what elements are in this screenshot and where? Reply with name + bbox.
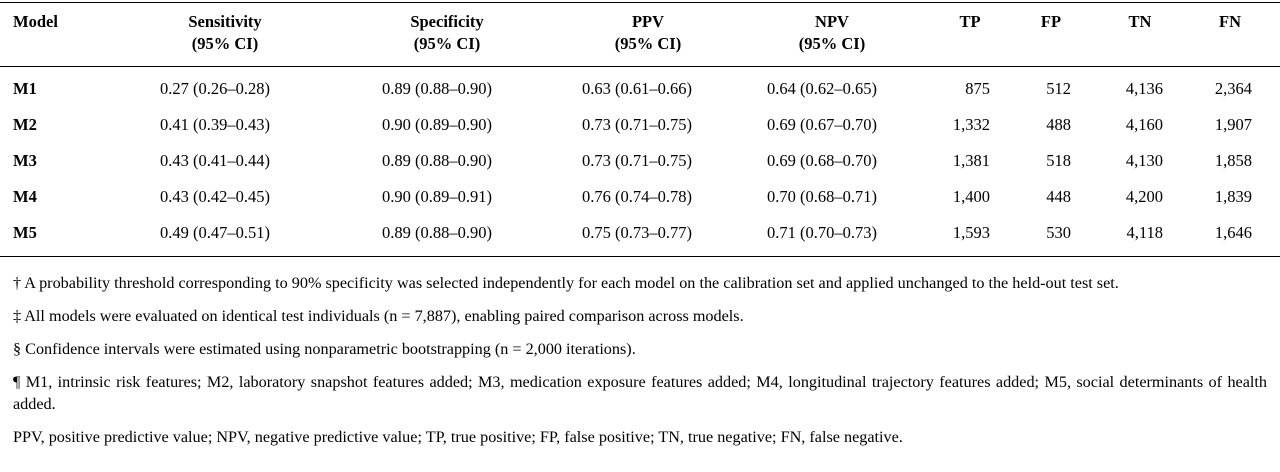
cell-tp: 875 (965, 79, 990, 98)
cell-ppv: 0.73 (0.71–0.75) (582, 115, 692, 134)
header-sensitivity: Sensitivity (95% CI) (175, 11, 275, 55)
cell-specificity: 0.89 (0.88–0.90) (382, 151, 492, 170)
header-tn-label: TN (1128, 12, 1152, 31)
header-fp: FP (1031, 11, 1071, 33)
header-sensitivity-label: Sensitivity (188, 12, 262, 31)
cell-tn: 4,118 (1126, 223, 1163, 242)
cell-fn: 1,907 (1214, 115, 1252, 134)
header-fn-label: FN (1219, 12, 1241, 31)
cell-fn: 1,858 (1214, 151, 1252, 170)
cell-npv: 0.64 (0.62–0.65) (767, 79, 877, 98)
cell-model: M5 (13, 223, 37, 242)
cell-ppv: 0.63 (0.61–0.66) (582, 79, 692, 98)
cell-npv: 0.71 (0.70–0.73) (767, 223, 877, 242)
cell-model: M3 (13, 151, 37, 170)
cell-sensitivity: 0.43 (0.42–0.45) (160, 187, 270, 206)
cell-tp: 1,593 (952, 223, 990, 242)
cell-fn: 1,646 (1214, 223, 1252, 242)
header-tn: TN (1120, 11, 1160, 33)
cell-model: M2 (13, 115, 37, 134)
cell-specificity: 0.90 (0.89–0.91) (382, 187, 492, 206)
cell-ppv: 0.75 (0.73–0.77) (582, 223, 692, 242)
cell-tn: 4,160 (1125, 115, 1163, 134)
header-npv-ci: (95% CI) (798, 34, 866, 53)
header-specificity-label: Specificity (410, 12, 484, 31)
header-specificity: Specificity (95% CI) (397, 11, 497, 55)
cell-sensitivity: 0.27 (0.26–0.28) (160, 79, 270, 98)
cell-sensitivity: 0.49 (0.47–0.51) (160, 223, 270, 242)
cell-ppv: 0.76 (0.74–0.78) (582, 187, 692, 206)
header-fn: FN (1210, 11, 1250, 33)
footnote-model-definitions: ¶ M1, intrinsic risk features; M2, labor… (13, 373, 1267, 413)
table-bottom-rule (0, 256, 1280, 257)
header-npv-label: NPV (815, 12, 849, 31)
cell-npv: 0.69 (0.68–0.70) (767, 151, 877, 170)
cell-tn: 4,136 (1125, 79, 1163, 98)
table-footnotes: † A probability threshold corresponding … (13, 272, 1267, 459)
table-top-rule (0, 2, 1280, 3)
cell-npv: 0.70 (0.68–0.71) (767, 187, 877, 206)
header-npv: NPV (95% CI) (782, 11, 882, 55)
footnote-threshold: † A probability threshold corresponding … (13, 274, 1119, 292)
header-ppv-ci: (95% CI) (614, 34, 682, 53)
cell-tn: 4,130 (1125, 151, 1163, 170)
cell-model: M1 (13, 79, 37, 98)
table-row: M5 0.49 (0.47–0.51) 0.89 (0.88–0.90) 0.7… (0, 222, 1280, 258)
cell-fp: 448 (1046, 187, 1071, 206)
cell-ppv: 0.73 (0.71–0.75) (582, 151, 692, 170)
footnote-confidence-intervals: § Confidence intervals were estimated us… (13, 340, 636, 358)
table-row: M4 0.43 (0.42–0.45) 0.90 (0.89–0.91) 0.7… (0, 186, 1280, 222)
header-tp-label: TP (959, 12, 981, 31)
header-tp: TP (950, 11, 990, 33)
header-fp-label: FP (1040, 12, 1062, 31)
cell-fn: 2,364 (1214, 79, 1252, 98)
cell-tp: 1,381 (952, 151, 990, 170)
cell-specificity: 0.90 (0.89–0.90) (382, 115, 492, 134)
cell-tp: 1,332 (952, 115, 990, 134)
cell-fp: 530 (1046, 223, 1071, 242)
table-row: M1 0.27 (0.26–0.28) 0.89 (0.88–0.90) 0.6… (0, 78, 1280, 114)
cell-tp: 1,400 (952, 187, 990, 206)
cell-fp: 512 (1046, 79, 1071, 98)
header-ppv: PPV (95% CI) (598, 11, 698, 55)
cell-model: M4 (13, 187, 37, 206)
header-bottom-rule (0, 66, 1280, 67)
header-model-label: Model (13, 12, 58, 31)
cell-fp: 518 (1046, 151, 1071, 170)
header-model: Model (13, 11, 58, 33)
cell-specificity: 0.89 (0.88–0.90) (382, 79, 492, 98)
cell-tn: 4,200 (1125, 187, 1163, 206)
table-row: M3 0.43 (0.41–0.44) 0.89 (0.88–0.90) 0.7… (0, 150, 1280, 186)
cell-sensitivity: 0.43 (0.41–0.44) (160, 151, 270, 170)
header-sensitivity-ci: (95% CI) (191, 34, 259, 53)
cell-sensitivity: 0.41 (0.39–0.43) (160, 115, 270, 134)
cell-npv: 0.69 (0.67–0.70) (767, 115, 877, 134)
table-row: M2 0.41 (0.39–0.43) 0.90 (0.89–0.90) 0.7… (0, 114, 1280, 150)
footnote-abbreviations: PPV, positive predictive value; NPV, neg… (13, 428, 903, 446)
cell-specificity: 0.89 (0.88–0.90) (382, 223, 492, 242)
header-ppv-label: PPV (631, 12, 665, 31)
footnote-test-individuals: ‡ All models were evaluated on identical… (13, 307, 744, 325)
cell-fp: 488 (1046, 115, 1071, 134)
cell-fn: 1,839 (1214, 187, 1252, 206)
header-specificity-ci: (95% CI) (413, 34, 481, 53)
